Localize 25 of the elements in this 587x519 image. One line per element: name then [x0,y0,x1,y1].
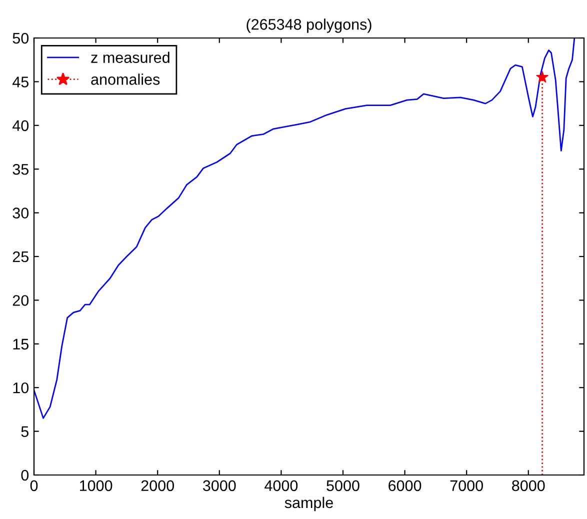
y-tick-label: 0 [21,470,29,481]
line-series [34,38,576,419]
x-tick-label: 8000 [512,480,545,492]
x-tick-label: 6000 [388,480,422,492]
x-tick-label: 4000 [264,480,298,492]
x-tick-label: 1000 [80,480,112,492]
x-tick-label: 7000 [450,480,483,492]
y-tick-label: 30 [12,208,29,218]
y-tick-label: 20 [12,295,29,306]
chart-title: (265348 polygons) [246,18,372,33]
x-tick-label: 3000 [202,480,236,492]
y-tick-label: 15 [13,338,28,350]
y-tick-label: 10 [13,382,29,394]
y-tick-label: 50 [12,32,29,44]
y-tick-label: 25 [12,251,28,262]
x-tick-label: 0 [30,480,38,492]
x-axis-title: sample [284,496,333,512]
y-tick-label: 5 [21,426,28,437]
x-tick-label: 5000 [326,480,360,492]
x-tick-label: 2000 [141,480,174,492]
y-tick-label: 40 [12,120,29,132]
legend-label: z measured [91,52,170,63]
y-tick-label: 35 [12,164,28,175]
y-tick-label: 45 [12,76,28,88]
legend-label: anomalies [91,74,160,85]
